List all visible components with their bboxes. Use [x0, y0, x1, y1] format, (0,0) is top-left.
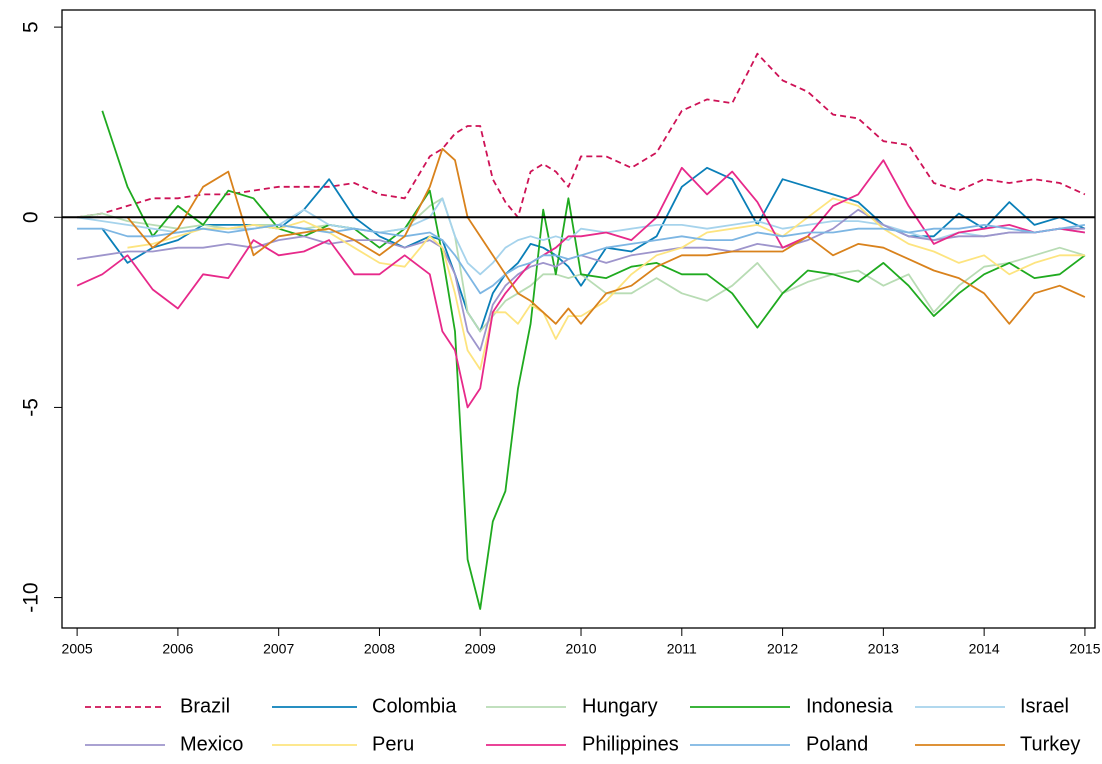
y-tick-label: 0 — [20, 211, 43, 223]
legend-label: Poland — [806, 733, 868, 755]
series-line — [76, 52, 1086, 219]
series-line — [77, 224, 1086, 295]
legend-label: Peru — [372, 733, 414, 755]
legend-label: Indonesia — [806, 695, 894, 717]
x-tick-label: 2006 — [162, 641, 193, 657]
y-tick-label: -10 — [20, 582, 43, 612]
legend-label: Colombia — [372, 695, 457, 717]
x-tick-label: 2008 — [364, 641, 395, 657]
x-tick-label: 2010 — [565, 641, 596, 657]
plot-frame — [61, 9, 1096, 629]
series-line — [126, 147, 1086, 325]
x-tick-label: 2014 — [969, 641, 1000, 657]
series-line — [76, 197, 1086, 333]
legend-label: Philippines — [582, 733, 679, 755]
series-line — [76, 208, 1085, 352]
x-tick-label: 2009 — [465, 641, 496, 657]
series-line — [127, 197, 1085, 371]
x-tick-label: 2015 — [1069, 641, 1100, 657]
x-tick-label: 2012 — [767, 641, 798, 657]
x-tick-label: 2013 — [868, 641, 899, 657]
x-tick-label: 2007 — [263, 641, 294, 657]
y-tick-label: -5 — [20, 398, 43, 417]
series-line — [101, 166, 1086, 333]
x-tick-label: 2011 — [667, 641, 697, 657]
legend-label: Israel — [1020, 695, 1069, 717]
legend-label: Turkey — [1020, 733, 1080, 755]
series-line — [76, 159, 1086, 409]
y-tick-label: 5 — [20, 21, 43, 33]
legend-label: Mexico — [180, 733, 243, 755]
series-line — [101, 110, 1086, 610]
legend-label: Brazil — [180, 695, 230, 717]
x-tick-label: 2005 — [62, 641, 93, 657]
legend-label: Hungary — [582, 695, 658, 717]
